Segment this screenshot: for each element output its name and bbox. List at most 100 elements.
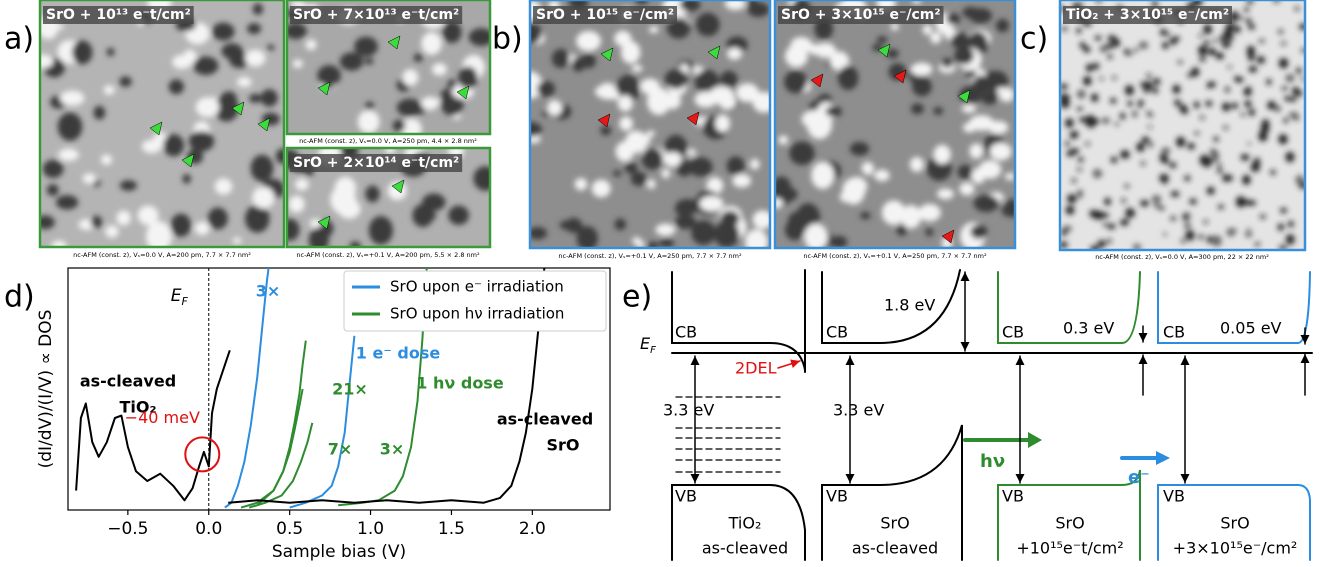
texture-dot [267,45,275,51]
dos-chart: −0.50.00.51.01.52.0Sample bias (V)(dI/dV… [36,256,610,562]
texture-dot [1071,179,1076,183]
texture-dot [1177,60,1183,65]
texture-dot [1280,208,1287,214]
texture-dot [804,224,828,251]
texture-dot [1077,107,1083,111]
texture-dot [1152,87,1158,94]
texture-dot [1241,113,1245,117]
y-axis-label: (dI/dV)/(I/V) ∝ DOS [36,310,56,469]
texture-dot [253,3,263,15]
texture-dot [1198,234,1205,240]
texture-dot [1065,118,1074,127]
ef-label: EF [171,286,189,308]
texture-dot [969,144,983,159]
texture-dot [1227,228,1235,237]
texture-dot [1111,157,1118,163]
texture-dot [1285,74,1294,82]
texture-dot [1257,56,1265,64]
texture-dot [877,36,888,43]
image-caption: nc-AFM (const. z), Vₛ=0.0 V, A=300 pm, 2… [1095,253,1269,261]
ef-sub: F [650,345,656,356]
texture-dot [261,89,278,107]
series-line [241,389,303,508]
texture-dot [289,196,305,213]
texture-dot [1080,42,1086,48]
texture-dot [32,54,54,68]
hv-label: hν [980,451,1005,472]
panel-label: b) [492,22,523,57]
texture-dot [696,13,720,37]
texture-dot [104,85,115,94]
texture-dot [1086,64,1093,72]
texture-dot [959,183,974,196]
texture-dot [120,180,137,191]
texture-dot [233,238,242,244]
texture-dot [1083,76,1092,85]
texture-dot [1065,141,1070,146]
texture-dot [1061,27,1067,31]
texture-dot [1061,229,1067,236]
texture-dot [412,204,433,227]
texture-dot [1093,169,1102,179]
texture-dot [1204,220,1208,224]
texture-dot [1112,76,1116,79]
texture-dot [659,238,674,248]
texture-dot [1247,142,1252,145]
texture-dot [293,60,303,68]
texture-dot [245,50,265,67]
texture-dot [1217,168,1223,173]
vb-label: VB [1002,487,1024,506]
texture-dot [631,172,647,186]
afm-image [518,0,776,255]
texture-dot [1162,158,1169,163]
texture-dot [119,76,132,86]
texture-dot [1120,219,1129,226]
texture-dot [193,56,218,75]
texture-dot [625,162,638,174]
image-caption: nc-AFM (const. z), Vₛ=0.0 V, A=200 pm, 7… [73,251,251,259]
texture-dot [1278,224,1284,231]
texture-dot [1120,150,1130,159]
2del-label: 2DEL [735,359,777,378]
texture-dot [1154,203,1160,208]
texture-dot [640,79,660,95]
texture-dot [1136,143,1144,152]
texture-dot [1107,239,1112,243]
texture-dot [212,23,235,41]
texture-dot [925,228,933,236]
texture-dot [1134,48,1138,52]
texture-dot [1270,170,1276,175]
texture-dot [1189,199,1196,205]
texture-dot [962,104,976,113]
texture-dot [1107,224,1115,230]
texture-dot [358,110,380,134]
texture-dot [1122,198,1126,203]
texture-dot [1261,119,1269,128]
texture-dot [1203,24,1212,34]
texture-dot [1091,214,1097,219]
legend-label: SrO upon e⁻ irradiation [390,278,564,296]
texture-dot [1085,142,1089,146]
texture-dot [572,57,585,72]
texture-dot [1249,108,1255,116]
texture-dot [1107,54,1112,59]
texture-dot [189,131,214,151]
texture-dot [811,162,834,189]
texture-dot [1174,99,1180,106]
texture-dot [1212,235,1222,246]
texture-dot [1077,89,1086,99]
x-tick-label: 1.0 [357,519,384,539]
texture-dot [1218,205,1224,210]
texture-dot [647,179,656,189]
texture-dot [974,195,999,212]
figure: SrO + 10¹³ e⁻t/cm²nc-AFM (const. z), Vₛ=… [0,0,1320,567]
texture-dot [1204,40,1209,45]
texture-dot [1246,18,1252,24]
image-caption: nc-AFM (const. z), Vₛ=+0.1 V, A=200 pm, … [296,251,480,259]
panel-label: a) [4,22,34,57]
texture-dot [745,229,768,255]
afm-image [769,0,1023,251]
texture-dot [789,141,814,165]
texture-dot [365,102,374,111]
texture-dot [414,54,423,63]
